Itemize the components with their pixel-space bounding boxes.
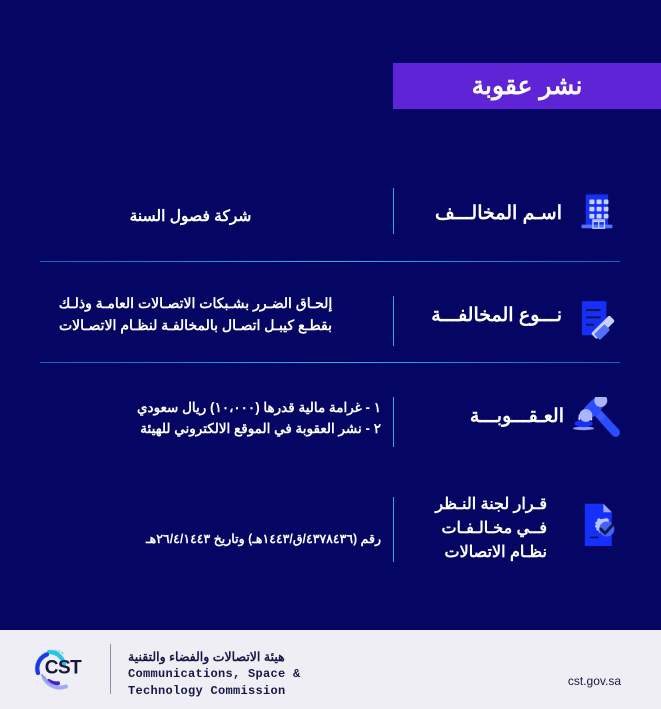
svg-text:CST: CST	[45, 658, 82, 679]
